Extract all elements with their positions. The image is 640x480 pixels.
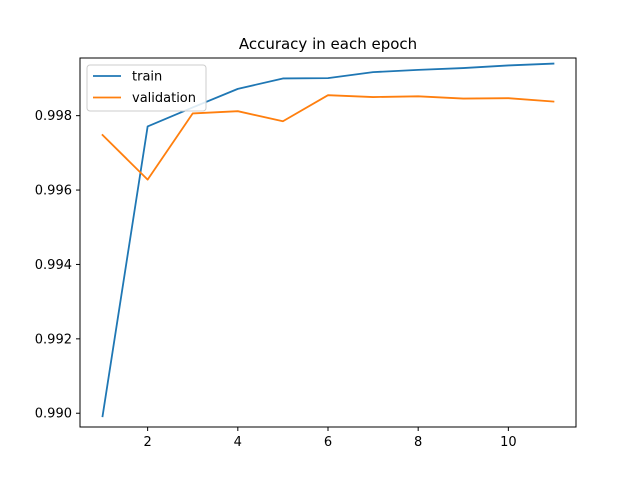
y-axis: 0.990 0.992 0.994 0.996 0.998 <box>35 109 80 422</box>
chart-title: Accuracy in each epoch <box>239 35 417 53</box>
y-tick-label: 0.996 <box>35 184 72 199</box>
y-tick-label: 0.990 <box>35 407 72 422</box>
series-line-validation <box>101 94 555 181</box>
x-axis: 2 4 6 8 10 <box>143 427 517 450</box>
series-line-train <box>101 62 555 418</box>
y-tick-label: 0.992 <box>35 332 72 347</box>
legend-label-train: train <box>132 70 162 85</box>
series-lines <box>101 62 555 418</box>
y-tick-label: 0.994 <box>35 258 72 273</box>
legend-label-validation: validation <box>132 91 196 106</box>
x-tick-label: 8 <box>414 435 422 450</box>
x-tick-label: 10 <box>500 435 517 450</box>
plot-frame <box>79 57 577 428</box>
x-tick-label: 2 <box>143 435 151 450</box>
x-tick-label: 6 <box>324 435 332 450</box>
legend: train validation <box>86 64 207 112</box>
y-tick-label: 0.998 <box>35 109 72 124</box>
x-tick-label: 4 <box>234 435 242 450</box>
